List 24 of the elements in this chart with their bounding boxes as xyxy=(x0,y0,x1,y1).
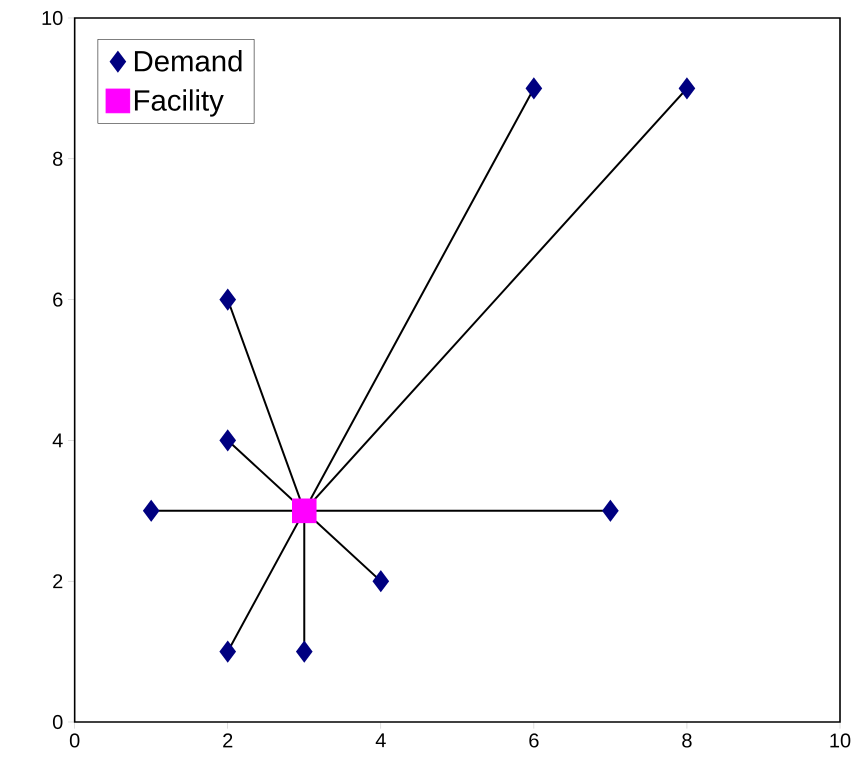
point xyxy=(292,498,317,524)
legend-label: Facility xyxy=(134,89,224,117)
point xyxy=(219,640,236,663)
x-tick-label: 8 xyxy=(682,733,692,748)
y-tick-label: 10 xyxy=(42,10,62,26)
x-tick-label: 6 xyxy=(529,733,539,748)
point xyxy=(678,77,696,100)
point xyxy=(142,500,160,522)
legend-label: Demand xyxy=(134,50,242,72)
x-tick-label: 10 xyxy=(830,733,850,748)
point xyxy=(219,288,236,311)
y-tick-label: 6 xyxy=(53,292,62,307)
x-tick-label: 0 xyxy=(70,733,80,748)
point xyxy=(602,500,619,522)
y-tick-label: 0 xyxy=(52,714,62,730)
x-tick-label: 2 xyxy=(223,733,232,748)
point xyxy=(296,640,313,663)
y-tick-label: 4 xyxy=(52,434,63,448)
y-tick-label: 8 xyxy=(53,152,62,166)
point xyxy=(372,570,390,592)
point xyxy=(219,429,236,452)
x-tick-label: 4 xyxy=(376,733,386,748)
point xyxy=(526,77,542,100)
y-tick-label: 2 xyxy=(53,574,62,588)
